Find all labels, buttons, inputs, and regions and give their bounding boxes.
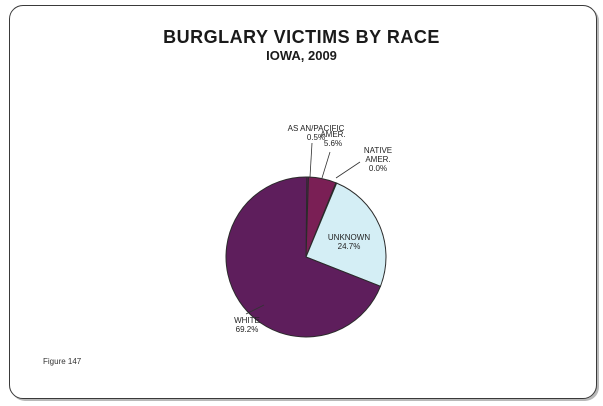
leader-line (309, 142, 313, 178)
slice-label: AS AN/PACIFIC 0.5% (288, 124, 345, 142)
chart-subtitle: IOWA, 2009 (266, 48, 337, 63)
slice-label: NATIVE AMER. 0.0% (364, 146, 392, 173)
slice-label: WHITE 69.2% (234, 316, 260, 334)
slice-label: AMER. 5.6% (320, 130, 345, 148)
pie-slice (225, 176, 382, 338)
slice-label: UNKNOWN 24.7% (328, 233, 370, 251)
leader-line (335, 161, 361, 179)
leader-line (321, 151, 331, 179)
leader-line (245, 304, 265, 315)
chart-title: BURGLARY VICTIMS BY RACE (163, 27, 440, 47)
pie-slice (305, 182, 387, 287)
figure-label: Figure 147 (43, 357, 82, 366)
